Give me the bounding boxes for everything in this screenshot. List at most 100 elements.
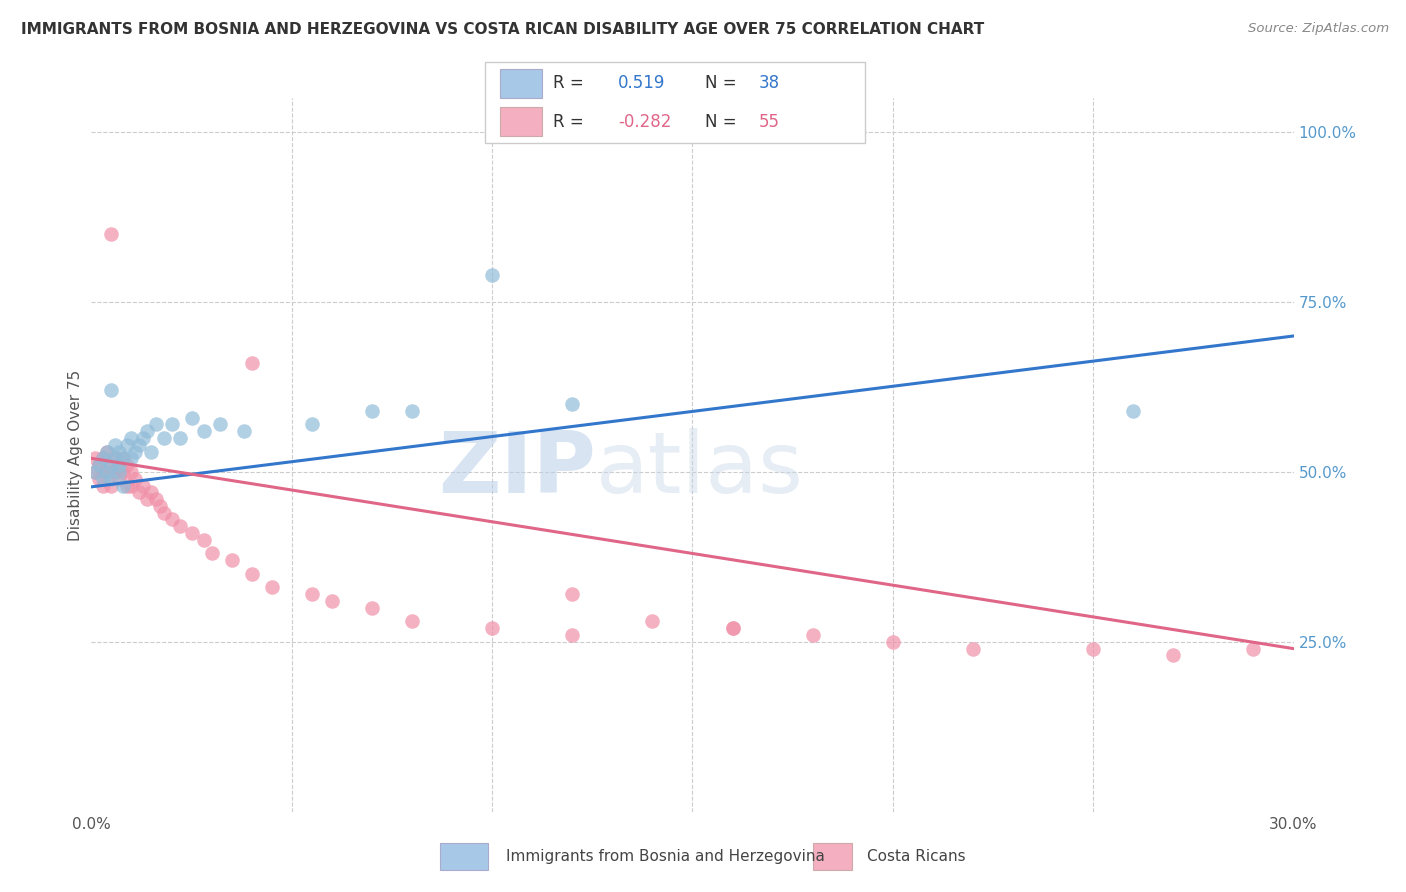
- Point: [100, 458, 122, 472]
- Point: [561, 587, 583, 601]
- Point: [148, 499, 170, 513]
- Point: [561, 628, 583, 642]
- Point: [108, 465, 131, 479]
- Point: [108, 458, 131, 472]
- Point: [481, 621, 503, 635]
- Point: [360, 403, 382, 417]
- Point: [1083, 641, 1105, 656]
- Point: [84, 465, 107, 479]
- Point: [360, 600, 382, 615]
- Point: [301, 417, 323, 432]
- Point: [721, 621, 744, 635]
- Point: [104, 438, 127, 452]
- Point: [193, 424, 215, 438]
- Point: [128, 485, 150, 500]
- Point: [260, 581, 283, 595]
- Point: [104, 465, 127, 479]
- Text: ZIP: ZIP: [439, 427, 596, 511]
- Text: Costa Ricans: Costa Ricans: [866, 849, 966, 863]
- Point: [962, 641, 984, 656]
- Point: [240, 356, 263, 370]
- Point: [121, 431, 143, 445]
- Point: [104, 451, 127, 466]
- Point: [104, 451, 127, 466]
- Point: [100, 472, 122, 486]
- Point: [124, 472, 146, 486]
- Point: [89, 458, 111, 472]
- Point: [132, 478, 155, 492]
- FancyBboxPatch shape: [501, 107, 541, 136]
- FancyBboxPatch shape: [501, 69, 541, 98]
- Point: [100, 478, 122, 492]
- Point: [128, 438, 150, 452]
- Point: [160, 417, 183, 432]
- Point: [401, 615, 423, 629]
- Point: [232, 424, 254, 438]
- Text: -0.282: -0.282: [617, 113, 671, 131]
- Point: [193, 533, 215, 547]
- Point: [117, 458, 139, 472]
- Point: [93, 465, 115, 479]
- Point: [84, 465, 107, 479]
- Point: [160, 512, 183, 526]
- Point: [180, 410, 202, 425]
- Point: [112, 478, 135, 492]
- Point: [96, 458, 118, 472]
- Point: [641, 615, 664, 629]
- Point: [1122, 403, 1144, 417]
- Point: [481, 268, 503, 282]
- Point: [100, 384, 122, 398]
- Point: [1243, 641, 1265, 656]
- Point: [96, 465, 118, 479]
- Point: [401, 403, 423, 417]
- Point: [180, 526, 202, 541]
- Point: [93, 451, 115, 466]
- Point: [93, 472, 115, 486]
- Point: [108, 458, 131, 472]
- Text: Immigrants from Bosnia and Herzegovina: Immigrants from Bosnia and Herzegovina: [506, 849, 825, 863]
- Point: [89, 458, 111, 472]
- Text: 0.519: 0.519: [617, 74, 665, 92]
- Point: [301, 587, 323, 601]
- Point: [208, 417, 231, 432]
- Point: [112, 451, 135, 466]
- Point: [108, 444, 131, 458]
- Text: atlas: atlas: [596, 427, 804, 511]
- Point: [152, 431, 174, 445]
- Point: [145, 492, 167, 507]
- Text: 38: 38: [758, 74, 779, 92]
- Point: [121, 451, 143, 466]
- Point: [136, 492, 159, 507]
- Y-axis label: Disability Age Over 75: Disability Age Over 75: [67, 369, 83, 541]
- Point: [100, 465, 122, 479]
- Point: [152, 506, 174, 520]
- Point: [93, 451, 115, 466]
- Point: [100, 227, 122, 241]
- Point: [136, 424, 159, 438]
- Text: Source: ZipAtlas.com: Source: ZipAtlas.com: [1249, 22, 1389, 36]
- Point: [117, 478, 139, 492]
- Text: 55: 55: [758, 113, 779, 131]
- Point: [121, 478, 143, 492]
- Point: [96, 444, 118, 458]
- Point: [93, 478, 115, 492]
- Point: [108, 472, 131, 486]
- Point: [124, 444, 146, 458]
- Point: [89, 472, 111, 486]
- Point: [221, 553, 243, 567]
- Point: [169, 519, 191, 533]
- Text: IMMIGRANTS FROM BOSNIA AND HERZEGOVINA VS COSTA RICAN DISABILITY AGE OVER 75 COR: IMMIGRANTS FROM BOSNIA AND HERZEGOVINA V…: [21, 22, 984, 37]
- Text: R =: R =: [554, 74, 583, 92]
- Point: [84, 451, 107, 466]
- Point: [117, 438, 139, 452]
- Point: [169, 431, 191, 445]
- Point: [240, 566, 263, 581]
- Point: [141, 444, 163, 458]
- Text: N =: N =: [706, 74, 737, 92]
- Text: R =: R =: [554, 113, 583, 131]
- Point: [121, 465, 143, 479]
- Point: [1163, 648, 1185, 663]
- FancyBboxPatch shape: [813, 843, 852, 870]
- Point: [145, 417, 167, 432]
- Point: [96, 444, 118, 458]
